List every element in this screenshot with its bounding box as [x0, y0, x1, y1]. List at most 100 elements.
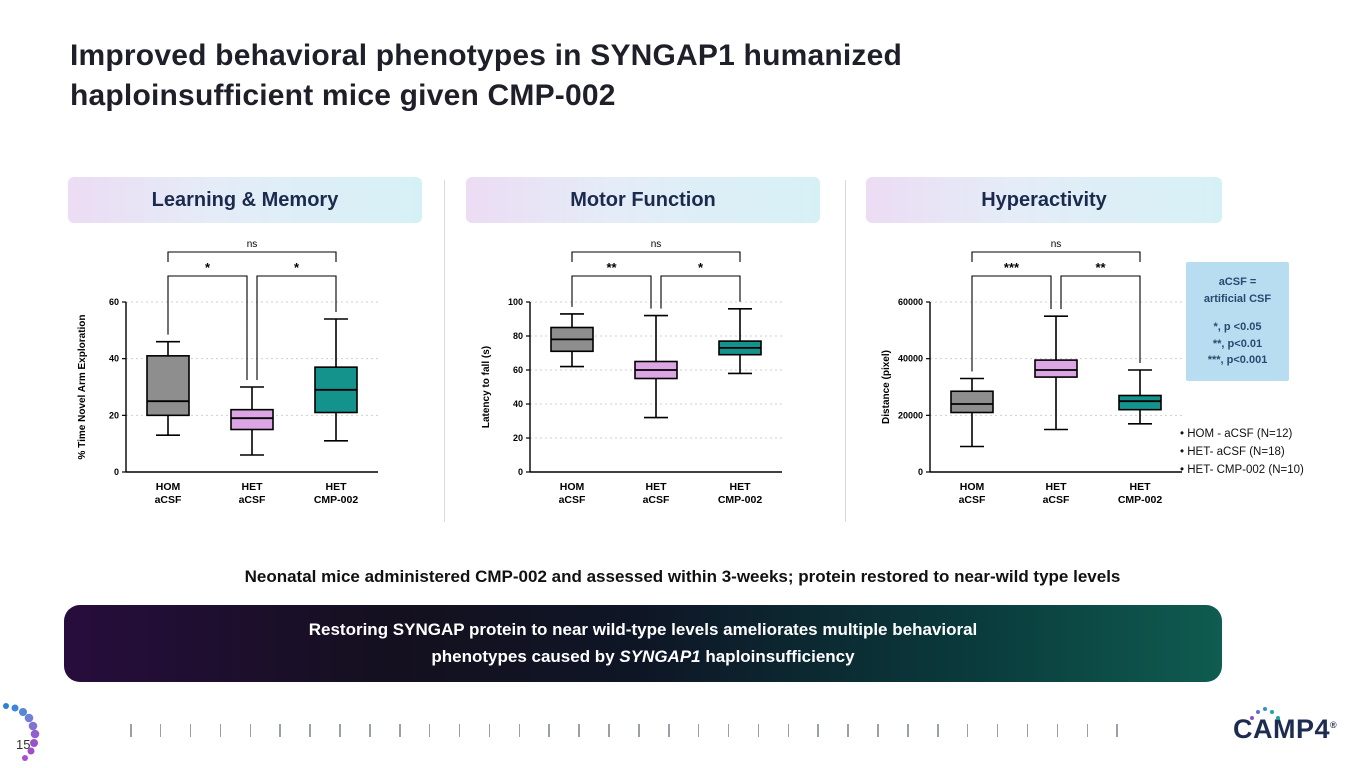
svg-text:CMP-002: CMP-002: [718, 494, 763, 506]
group-list: HOM - aCSF (N=12)HET- aCSF (N=18)HET- CM…: [1180, 426, 1304, 479]
svg-text:ns: ns: [1051, 239, 1062, 250]
tick-mark: [697, 724, 700, 737]
panel-header-learning-memory: Learning & Memory: [68, 177, 422, 223]
svg-text:aCSF: aCSF: [959, 494, 986, 506]
tick-mark: [787, 724, 790, 737]
legend-spacer: [1190, 307, 1285, 319]
corner-dots-logo: [3, 703, 40, 761]
legend-line: **, p<0.01: [1212, 337, 1263, 350]
tick-mark: [727, 724, 730, 737]
camp4-logo: CAMP4®: [1233, 707, 1337, 745]
tick-mark: [578, 724, 580, 737]
svg-text:*: *: [294, 260, 300, 275]
svg-text:aCSF: aCSF: [239, 494, 266, 506]
svg-text:60000: 60000: [898, 297, 923, 307]
legend-line: aCSF =: [1218, 276, 1257, 288]
svg-text:Distance (pixel): Distance (pixel): [881, 350, 892, 424]
tick-mark: [309, 724, 311, 737]
tick-mark: [1086, 724, 1088, 737]
tick-mark: [877, 724, 879, 737]
boxplot-motor-function: 0 20 40 60 80 100 Latency to fall (s) HOM aCSF HE…: [476, 230, 806, 528]
legend-line: *, p <0.05: [1213, 321, 1262, 333]
tick-mark: [369, 724, 371, 737]
svg-text:HOM: HOM: [560, 481, 585, 493]
tick-mark: [249, 724, 252, 737]
tick-mark: [996, 724, 999, 737]
tick-mark: [638, 724, 640, 737]
svg-text:100: 100: [508, 297, 523, 307]
svg-text:80: 80: [513, 331, 523, 341]
tick-mark: [189, 724, 192, 737]
svg-text:***: ***: [1004, 260, 1020, 275]
tick-mark: [1116, 724, 1118, 737]
group-item: HOM - aCSF (N=12): [1180, 426, 1304, 444]
svg-text:HET: HET: [326, 481, 348, 493]
svg-text:40: 40: [513, 399, 523, 409]
page-number: 15: [16, 737, 31, 752]
svg-text:HET: HET: [1130, 481, 1152, 493]
banner-line2-suffix: haploinsufficiency: [700, 646, 855, 666]
tick-mark: [966, 724, 969, 737]
tick-mark: [817, 724, 819, 737]
tick-mark: [219, 724, 222, 737]
svg-text:**: **: [1095, 260, 1106, 275]
banner-line1: Restoring SYNGAP protein to near wild-ty…: [308, 620, 978, 640]
tick-mark: [1026, 724, 1029, 737]
legend-line: ***, p<0.001: [1207, 354, 1268, 366]
group-item: HET- aCSF (N=18): [1180, 444, 1304, 462]
legend-box: aCSF = artificial CSF *, p <0.05 **, p<0.01…: [1186, 262, 1289, 381]
tick-mark: [907, 724, 909, 737]
logo-dots-icon: [1250, 707, 1280, 720]
tick-mark: [668, 724, 670, 737]
slide-title: Improved behavioral phenotypes in SYNGAP…: [70, 39, 903, 112]
banner-line2-prefix: phenotypes caused by: [431, 646, 620, 666]
svg-text:20000: 20000: [898, 410, 923, 420]
panel-header-label: Hyperactivity: [981, 188, 1107, 211]
svg-text:20: 20: [513, 433, 523, 443]
tick-mark: [488, 724, 491, 737]
panel-divider: [444, 180, 445, 522]
svg-text:aCSF: aCSF: [1043, 494, 1070, 506]
tick-mark: [1056, 724, 1059, 737]
takeaway-banner: Restoring SYNGAP protein to near wild-ty…: [64, 605, 1222, 682]
svg-text:**: **: [606, 260, 617, 275]
svg-text:ns: ns: [651, 239, 662, 250]
tick-mark: [279, 724, 281, 737]
group-item: HET- CMP-002 (N=10): [1180, 462, 1304, 480]
tick-mark: [937, 724, 939, 737]
tick-mark: [608, 724, 610, 737]
svg-text:ns: ns: [247, 239, 258, 250]
tick-mark: [428, 724, 431, 737]
panel-header-motor-function: Motor Function: [466, 177, 820, 223]
tick-mark: [548, 724, 550, 737]
camp4-logo-text: CAMP4: [1233, 714, 1331, 744]
boxplot-learning-memory: 0 20 40 60% Time Novel Arm Exploration HOM aC…: [72, 230, 402, 528]
tick-mark: [458, 724, 461, 737]
tick-mark: [847, 724, 849, 737]
svg-text:aCSF: aCSF: [155, 494, 182, 506]
panel-header-hyperactivity: Hyperactivity: [866, 177, 1222, 223]
panel-header-label: Learning & Memory: [151, 188, 339, 211]
svg-text:HET: HET: [242, 481, 264, 493]
svg-text:20: 20: [109, 410, 119, 420]
svg-text:HET: HET: [730, 481, 752, 493]
svg-text:HET: HET: [1046, 481, 1068, 493]
svg-text:60: 60: [513, 365, 523, 375]
tick-mark: [339, 724, 341, 737]
svg-text:HET: HET: [646, 481, 668, 493]
footnote: Neonatal mice administered CMP-002 and a…: [244, 567, 1121, 586]
boxplot-hyperactivity: 0 20000 40000 60000 Distance (pixel) HOM aCSF H…: [876, 230, 1206, 528]
panel-divider: [845, 180, 846, 522]
tick-mark: [130, 724, 132, 737]
svg-text:0: 0: [114, 467, 119, 477]
svg-text:CMP-002: CMP-002: [314, 494, 359, 506]
svg-text:HOM: HOM: [960, 481, 985, 493]
tick-mark: [757, 724, 760, 737]
svg-text:0: 0: [918, 467, 923, 477]
svg-text:aCSF: aCSF: [559, 494, 586, 506]
banner-line2: phenotypes caused by SYNGAP1 haploinsuff…: [431, 644, 854, 670]
svg-text:HOM: HOM: [156, 481, 181, 493]
svg-text:*: *: [698, 260, 704, 275]
